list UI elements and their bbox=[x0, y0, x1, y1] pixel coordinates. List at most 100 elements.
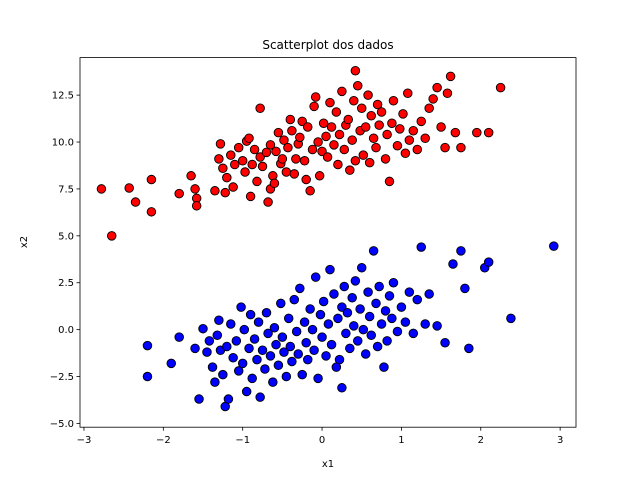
data-point-s0-100 bbox=[400, 148, 411, 159]
data-point-s1-94 bbox=[379, 362, 389, 372]
data-point-s1-86 bbox=[363, 287, 373, 297]
data-point-s1-37 bbox=[265, 351, 276, 361]
data-point-s1-69 bbox=[329, 289, 339, 299]
data-point-s0-42 bbox=[279, 135, 289, 145]
data-point-s0-14 bbox=[218, 163, 228, 174]
data-point-s1-90 bbox=[371, 298, 381, 309]
data-point-s0-59 bbox=[313, 137, 323, 147]
data-point-s1-58 bbox=[307, 324, 318, 335]
data-point-s1-27 bbox=[245, 309, 256, 320]
data-point-s1-33 bbox=[257, 345, 268, 356]
data-point-s0-113 bbox=[445, 71, 456, 82]
data-point-s0-7 bbox=[186, 171, 196, 181]
data-point-s0-57 bbox=[309, 101, 319, 112]
data-point-s1-78 bbox=[347, 293, 357, 303]
data-point-s0-41 bbox=[277, 154, 288, 164]
data-point-s0-37 bbox=[269, 178, 280, 189]
data-point-s0-44 bbox=[283, 142, 293, 153]
data-point-s0-79 bbox=[353, 80, 363, 91]
data-point-s1-8 bbox=[204, 336, 215, 346]
data-point-s0-61 bbox=[317, 146, 327, 157]
data-point-s1-29 bbox=[249, 334, 260, 344]
x-tick-label: −1 bbox=[235, 435, 250, 446]
data-point-s1-59 bbox=[309, 345, 319, 356]
data-point-s0-15 bbox=[220, 187, 230, 198]
data-point-s0-97 bbox=[392, 141, 403, 151]
data-point-s0-5 bbox=[146, 174, 157, 185]
data-point-s1-105 bbox=[412, 294, 423, 305]
data-point-s0-88 bbox=[371, 142, 381, 153]
data-point-s1-0 bbox=[142, 340, 153, 351]
data-point-s1-116 bbox=[483, 257, 494, 267]
data-point-s1-96 bbox=[382, 336, 392, 346]
data-point-s1-4 bbox=[190, 343, 200, 354]
data-point-s0-46 bbox=[287, 126, 297, 136]
data-point-s1-35 bbox=[261, 308, 272, 318]
data-point-s0-21 bbox=[237, 156, 248, 166]
data-point-s0-45 bbox=[285, 114, 296, 125]
data-point-s0-85 bbox=[364, 157, 375, 168]
data-point-s0-116 bbox=[472, 127, 482, 138]
data-point-s1-52 bbox=[295, 283, 305, 294]
data-point-s0-2 bbox=[124, 183, 134, 193]
data-point-s0-93 bbox=[382, 129, 392, 140]
data-point-s0-54 bbox=[303, 122, 313, 132]
data-point-s0-106 bbox=[420, 133, 430, 144]
data-point-s0-99 bbox=[398, 109, 408, 119]
data-point-s1-113 bbox=[460, 283, 470, 294]
data-point-s1-21 bbox=[233, 366, 244, 376]
data-point-s0-3 bbox=[130, 197, 141, 207]
data-point-s0-33 bbox=[263, 197, 273, 207]
data-point-s1-49 bbox=[289, 294, 300, 305]
data-point-s1-46 bbox=[283, 313, 294, 324]
data-point-s1-101 bbox=[396, 302, 407, 312]
data-point-s0-110 bbox=[436, 122, 446, 132]
data-point-s0-115 bbox=[456, 142, 466, 153]
data-point-s0-8 bbox=[190, 184, 200, 194]
data-point-s0-83 bbox=[360, 122, 371, 132]
data-point-s0-81 bbox=[356, 103, 367, 114]
data-point-s0-86 bbox=[366, 111, 377, 121]
data-point-s1-41 bbox=[273, 360, 284, 371]
plot-frame bbox=[79, 57, 577, 428]
data-point-s0-98 bbox=[395, 124, 405, 134]
x-tick-label: −2 bbox=[156, 435, 171, 446]
data-point-s0-68 bbox=[331, 107, 342, 117]
data-point-s1-22 bbox=[236, 302, 246, 312]
data-point-s1-24 bbox=[239, 324, 250, 335]
data-point-s0-96 bbox=[388, 95, 399, 106]
data-point-s0-112 bbox=[442, 88, 453, 98]
data-point-s0-95 bbox=[387, 118, 397, 129]
y-tick-label: 5.0 bbox=[58, 231, 74, 242]
data-point-s0-56 bbox=[307, 144, 318, 155]
y-tick-label: 2.5 bbox=[58, 278, 74, 289]
data-point-s0-87 bbox=[368, 133, 379, 144]
data-point-s0-62 bbox=[318, 118, 329, 129]
data-point-s1-56 bbox=[303, 354, 313, 365]
data-point-s0-28 bbox=[252, 176, 262, 187]
data-point-s1-6 bbox=[198, 323, 208, 334]
data-point-s1-109 bbox=[432, 321, 442, 331]
data-point-s1-75 bbox=[341, 328, 351, 339]
data-point-s1-16 bbox=[222, 341, 232, 352]
data-point-s1-118 bbox=[549, 241, 559, 251]
y-tick-label: 0.0 bbox=[58, 325, 74, 336]
data-point-s1-82 bbox=[355, 304, 365, 314]
data-point-s0-53 bbox=[301, 174, 311, 185]
data-point-s1-112 bbox=[456, 246, 466, 256]
data-point-s1-117 bbox=[506, 313, 516, 324]
data-point-s0-47 bbox=[289, 169, 300, 179]
data-point-s0-6 bbox=[174, 188, 184, 199]
x-tick-label: 2 bbox=[478, 435, 484, 446]
data-point-s1-23 bbox=[237, 358, 248, 369]
data-point-s0-102 bbox=[404, 135, 415, 145]
data-point-s1-53 bbox=[297, 369, 307, 380]
data-point-s1-71 bbox=[333, 313, 343, 324]
data-point-s1-92 bbox=[374, 281, 384, 292]
data-point-s1-85 bbox=[360, 349, 371, 359]
data-point-s1-38 bbox=[268, 377, 278, 387]
data-point-s1-114 bbox=[464, 343, 474, 354]
data-point-s1-61 bbox=[313, 373, 323, 384]
data-point-s0-118 bbox=[495, 82, 506, 93]
